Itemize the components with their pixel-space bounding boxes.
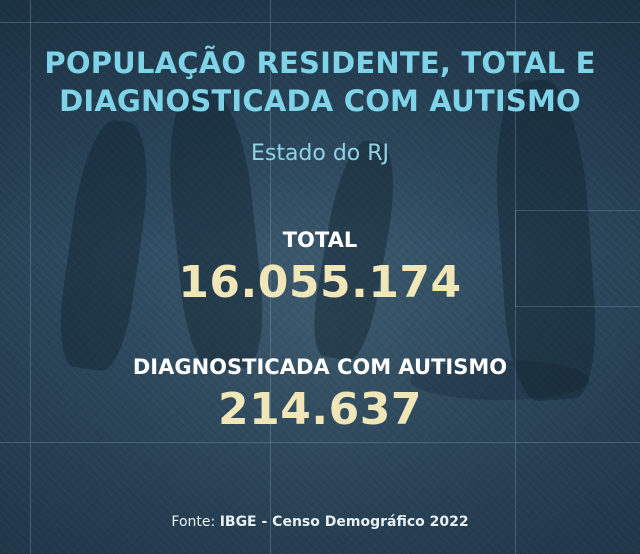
subtitle: Estado do RJ	[250, 141, 390, 166]
source-credit: Fonte: IBGE - Censo Demográfico 2022	[0, 514, 640, 530]
decorative-frame	[515, 210, 640, 307]
total-value: 16.055.174	[178, 257, 462, 308]
title-line-2: DIAGNOSTICADA COM AUTISMO	[59, 84, 581, 118]
autism-label: DIAGNOSTICADA COM AUTISMO	[132, 355, 508, 379]
decorative-line	[270, 0, 271, 554]
page-title: POPULAÇÃO RESIDENTE, TOTAL E DIAGNOSTICA…	[0, 44, 640, 120]
title-line-1: POPULAÇÃO RESIDENTE, TOTAL E	[44, 46, 596, 80]
source-prefix: Fonte:	[171, 514, 216, 530]
decorative-line	[0, 22, 640, 23]
decorative-line	[515, 0, 516, 554]
decorative-line	[30, 0, 31, 554]
decorative-line	[0, 442, 640, 443]
source-name: IBGE - Censo Demográfico 2022	[219, 514, 469, 530]
autism-value: 214.637	[218, 384, 422, 435]
total-label: TOTAL	[282, 228, 358, 252]
